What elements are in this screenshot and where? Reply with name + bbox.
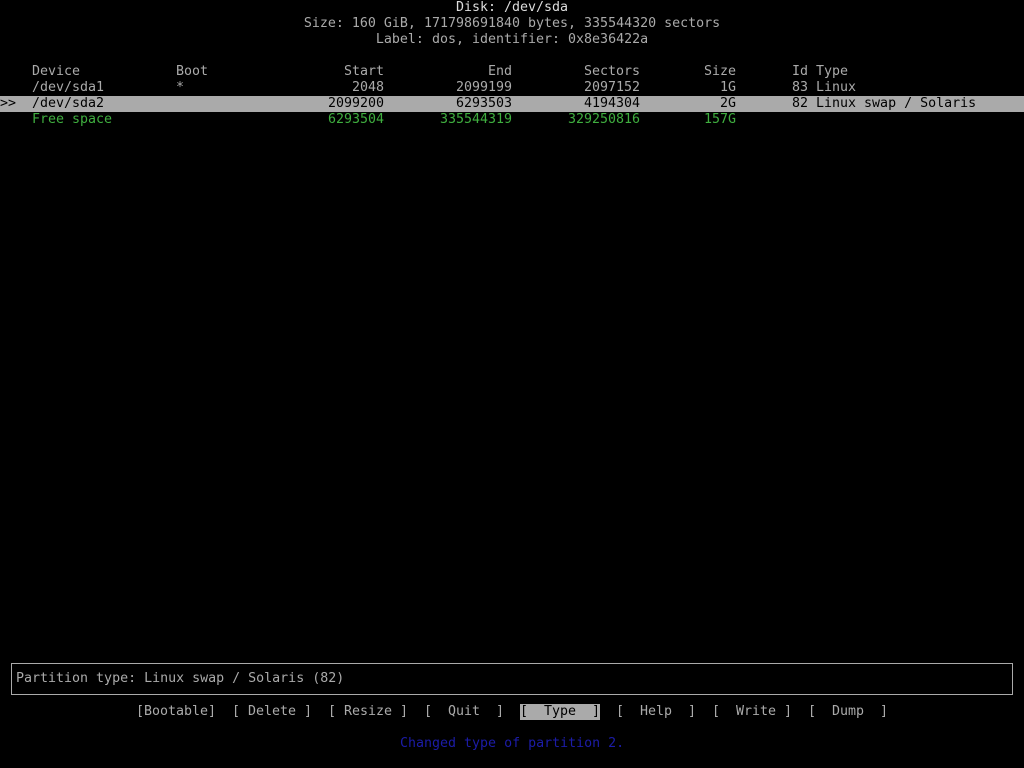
end: 2099199	[455, 80, 512, 95]
col-device: Device	[32, 64, 81, 79]
id-type: 83 Linux	[792, 80, 857, 95]
table-row-selected[interactable]: >> /dev/sda2 2099200 6293503 4194304 2G …	[0, 96, 1024, 112]
col-sectors: Sectors	[583, 64, 640, 79]
id-type: 82 Linux swap / Solaris	[792, 96, 977, 111]
col-start: Start	[343, 64, 384, 79]
delete-button[interactable]: [ Delete ]	[232, 704, 313, 719]
dump-button[interactable]: [ Dump ]	[808, 704, 889, 719]
start: 2048	[351, 80, 384, 95]
device: Free space	[32, 112, 113, 127]
type-button[interactable]: [ Type ]	[520, 704, 601, 720]
resize-button[interactable]: [ Resize ]	[328, 704, 409, 719]
disk-title: Disk: /dev/sda	[455, 0, 569, 15]
sectors: 4194304	[583, 96, 640, 111]
device: /dev/sda2	[32, 96, 105, 111]
partition-type-info: Partition type: Linux swap / Solaris (82…	[16, 671, 345, 686]
table-header: Device Boot Start End Sectors Size Id Ty…	[0, 64, 1024, 80]
table-row[interactable]: /dev/sda1 * 2048 2099199 2097152 1G 83 L…	[0, 80, 1024, 96]
table-row-free-space[interactable]: Free space 6293504 335544319 329250816 1…	[0, 112, 1024, 128]
size: 2G	[719, 96, 736, 111]
col-idtype: Id Type	[792, 64, 849, 79]
cursor-marker: >>	[0, 96, 17, 111]
sectors: 2097152	[583, 80, 640, 95]
size: 1G	[719, 80, 736, 95]
start: 2099200	[327, 96, 384, 111]
col-size: Size	[703, 64, 736, 79]
disk-label: Label: dos, identifier: 0x8e36422a	[375, 32, 649, 47]
end: 335544319	[439, 112, 512, 127]
end: 6293503	[455, 96, 512, 111]
boot-flag: *	[176, 80, 185, 95]
device: /dev/sda1	[32, 80, 105, 95]
status-message: Changed type of partition 2.	[400, 736, 625, 751]
bootable-button[interactable]: [Bootable]	[136, 704, 217, 719]
info-box: Partition type: Linux swap / Solaris (82…	[11, 663, 1013, 695]
col-end: End	[487, 64, 512, 79]
start: 6293504	[327, 112, 384, 127]
col-boot: Boot	[176, 64, 209, 79]
sectors: 329250816	[567, 112, 640, 127]
size: 157G	[703, 112, 736, 127]
write-button[interactable]: [ Write ]	[712, 704, 793, 719]
quit-button[interactable]: [ Quit ]	[424, 704, 505, 719]
help-button[interactable]: [ Help ]	[616, 704, 697, 719]
disk-size: Size: 160 GiB, 171798691840 bytes, 33554…	[303, 16, 721, 31]
